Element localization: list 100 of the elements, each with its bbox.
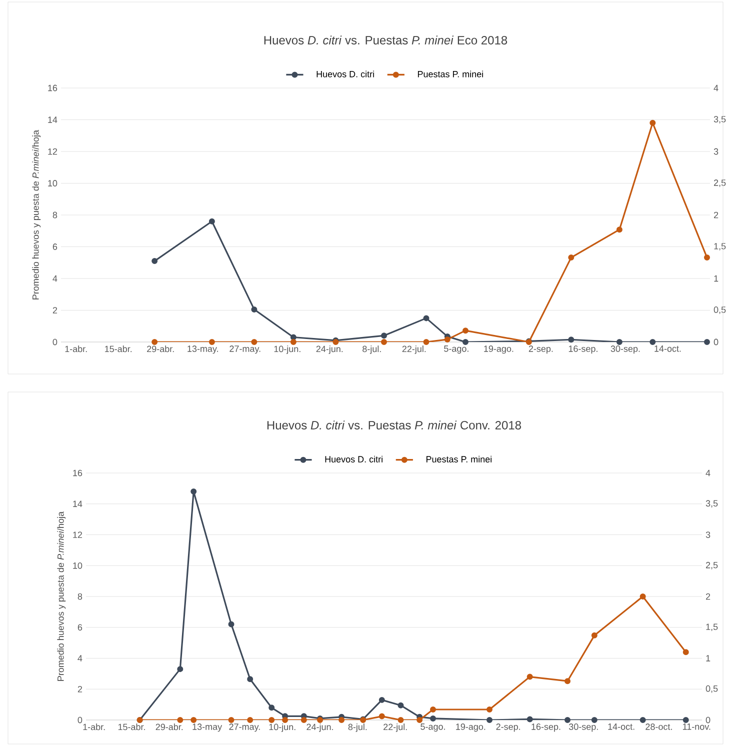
x-tick-label: 24-jun.	[316, 346, 343, 354]
point	[486, 717, 492, 724]
x-tick-label: 10-jun.	[269, 724, 296, 732]
x-tick-label: 30-sep.	[610, 346, 640, 354]
point	[416, 717, 423, 724]
point	[398, 717, 404, 724]
y-tick-label: 10	[73, 562, 82, 569]
point	[177, 666, 184, 672]
x-tick-label: 8-jul.	[362, 346, 381, 354]
point	[486, 706, 492, 713]
point	[462, 328, 468, 334]
y-tick-label: 16	[48, 84, 58, 92]
x-tick-label: 1-abr.	[83, 724, 105, 730]
point	[268, 704, 275, 711]
x-tick-label: 22-jul.	[384, 724, 407, 732]
y-tick-label: 8	[78, 593, 82, 600]
point	[208, 218, 215, 224]
y-tick-label: 12	[73, 532, 82, 538]
y2-tick-label: 1,5	[714, 243, 726, 250]
point	[704, 254, 710, 261]
legend-label: Puestas P. minei	[426, 456, 492, 462]
point	[423, 315, 430, 322]
y2-tick-label: 3	[714, 148, 718, 155]
point	[177, 717, 184, 724]
y2-tick-label: 0	[706, 716, 710, 724]
y-axis-title: Promedio huevos y puesta de P.minei/hoja	[32, 130, 41, 300]
point	[251, 306, 258, 312]
y2-tick-label: 1	[714, 275, 718, 282]
point	[650, 120, 656, 126]
x-tick-label: 27-may.	[229, 724, 260, 732]
point	[616, 226, 622, 233]
point	[616, 339, 622, 345]
point	[251, 339, 258, 345]
x-tick-label: 2-sep.	[528, 346, 553, 354]
point	[152, 258, 158, 264]
x-tick-label: 27-may.	[230, 346, 260, 354]
y-tick-label: 12	[48, 148, 58, 155]
y-tick-label: 8	[52, 212, 58, 218]
point	[228, 621, 234, 628]
legend-label: Huevos D. citri	[325, 456, 382, 462]
point	[282, 717, 288, 724]
y-tick-label: 0	[78, 716, 82, 724]
point	[290, 339, 296, 345]
y-tick-label: 16	[73, 470, 82, 476]
point	[591, 717, 598, 724]
y-axis-title: Promedio huevos y puesta de P.minei/hoja	[57, 511, 66, 681]
point	[640, 594, 646, 600]
legend-label: Puestas P. minei	[418, 70, 483, 78]
y2-tick-label: 4	[714, 84, 718, 92]
point	[380, 339, 387, 345]
point	[338, 717, 345, 724]
y2-tick-label: 2	[706, 593, 710, 600]
y2-tick-label: 0,5	[706, 685, 718, 693]
x-tick-label: 14-oct.	[654, 346, 681, 352]
y2-tick-label: 1,5	[706, 624, 718, 632]
point	[380, 332, 387, 339]
x-tick-label: 29-abr.	[156, 724, 183, 730]
point	[444, 336, 450, 342]
x-tick-label: 15-abr.	[105, 346, 132, 352]
point	[290, 334, 296, 340]
x-tick-label: 5-ago.	[420, 724, 445, 732]
x-tick-label: 24-jun.	[306, 724, 333, 732]
x-tick-label: 8-jul.	[348, 724, 367, 732]
x-tick-label: 13-may.	[188, 346, 218, 354]
point	[591, 632, 598, 638]
point	[682, 717, 689, 724]
y2-tick-label: 2,5	[706, 562, 718, 570]
x-tick-label: 29-abr.	[147, 346, 174, 352]
point	[190, 717, 197, 724]
point	[462, 339, 468, 345]
y-tick-label: 2	[52, 307, 58, 314]
point	[423, 339, 430, 345]
y2-tick-label: 3,5	[706, 500, 718, 508]
x-tick-label: 16-sep.	[568, 346, 598, 354]
point	[430, 715, 436, 722]
point	[564, 678, 571, 684]
y-tick-label: 0	[52, 338, 58, 346]
chart-title: Huevos D. citri vs. Puestas P. minei Eco 2018	[264, 36, 508, 44]
y-tick-label: 10	[48, 180, 58, 186]
x-tick-label: 19-ago.	[456, 724, 486, 732]
point	[568, 254, 574, 261]
y2-tick-label: 3,5	[714, 116, 726, 124]
y-tick-label: 2	[78, 686, 82, 692]
point	[378, 713, 385, 720]
x-tick-label: 2-sep.	[496, 724, 520, 732]
point	[378, 696, 385, 703]
x-tick-label: 14-oct.	[608, 724, 634, 730]
legend-label: Huevos D. citri	[316, 70, 374, 78]
point	[398, 702, 404, 708]
y2-tick-label: 3	[706, 532, 710, 538]
x-tick-label: 15-abr.	[118, 724, 145, 730]
point	[152, 339, 158, 345]
point	[650, 339, 656, 345]
x-tick-label: 19-ago.	[484, 346, 514, 354]
y2-tick-label: 4	[706, 470, 710, 476]
x-tick-label: 13-may	[192, 724, 222, 732]
x-tick-label: 5-ago.	[444, 346, 468, 354]
y-tick-label: 4	[78, 655, 82, 662]
point	[564, 717, 571, 724]
x-tick-label: 11-nov.	[682, 724, 710, 730]
